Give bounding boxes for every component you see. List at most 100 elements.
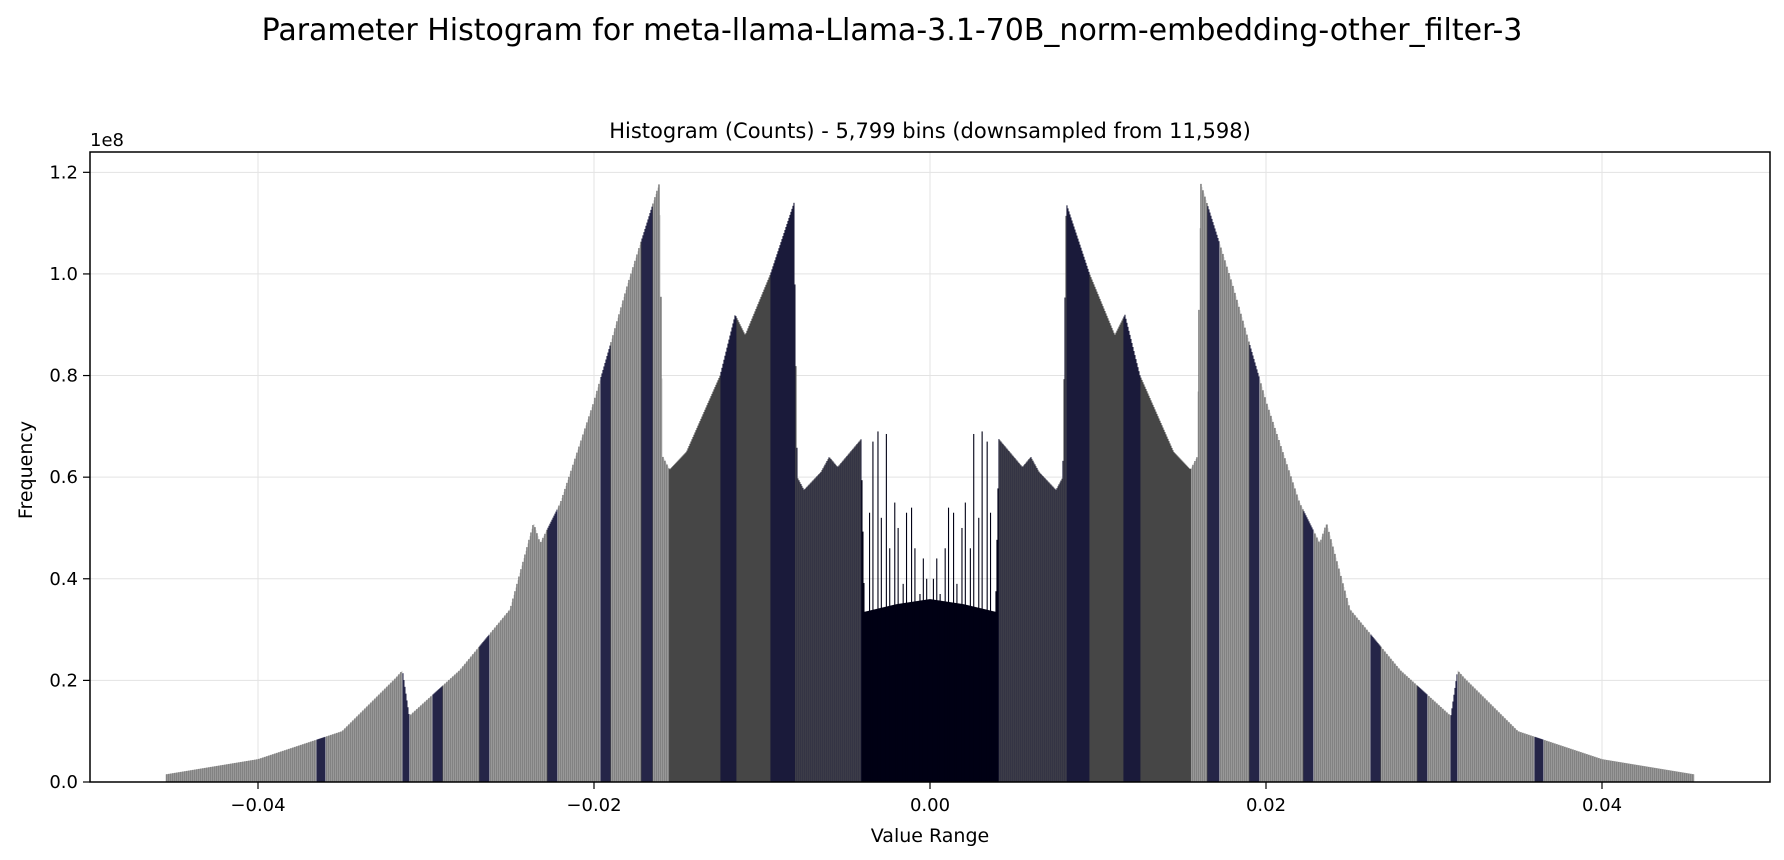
histogram-bar — [590, 410, 592, 782]
histogram-bar — [242, 761, 244, 782]
histogram-bar — [436, 690, 438, 782]
histogram-bar — [632, 267, 634, 783]
histogram-bar — [452, 676, 454, 782]
histogram-bar — [1103, 308, 1105, 782]
histogram-bar — [1306, 517, 1308, 782]
histogram-bar — [1268, 409, 1270, 782]
histogram-bar — [394, 678, 396, 782]
histogram-bar — [944, 548, 946, 782]
histogram-bar — [1265, 400, 1267, 782]
histogram-bar — [1523, 733, 1525, 782]
histogram-bar — [732, 323, 734, 782]
histogram-bar — [1401, 671, 1403, 782]
histogram-bar — [623, 296, 625, 782]
histogram-bar — [591, 407, 593, 782]
histogram-bar — [883, 607, 885, 782]
histogram-bar — [1016, 460, 1018, 782]
histogram-bar — [1090, 277, 1092, 782]
histogram-bar — [552, 517, 554, 782]
histogram-bar — [537, 536, 539, 782]
histogram-bar — [1153, 407, 1155, 782]
histogram-bar — [1549, 741, 1551, 782]
histogram-bar — [179, 772, 181, 782]
histogram-bar — [1677, 771, 1679, 782]
histogram-bar — [441, 686, 443, 782]
histogram-bar — [305, 743, 307, 782]
histogram-bar — [929, 599, 931, 782]
histogram-bar — [980, 608, 982, 782]
histogram-bar — [494, 627, 496, 782]
histogram-bar — [1075, 232, 1077, 782]
histogram-bar — [527, 543, 529, 782]
histogram-bar — [1426, 694, 1428, 782]
histogram-bar — [175, 772, 177, 782]
histogram-bar — [435, 691, 437, 782]
histogram-bar — [862, 531, 864, 782]
histogram-bar — [1433, 700, 1435, 782]
histogram-bar — [581, 437, 583, 782]
histogram-bar — [620, 307, 622, 782]
histogram-bar — [549, 523, 551, 782]
histogram-bar — [844, 458, 846, 782]
histogram-bar — [596, 390, 598, 782]
histogram-bar — [1209, 212, 1211, 783]
histogram-bar — [1109, 323, 1111, 782]
histogram-bar — [1167, 438, 1169, 782]
histogram-bar — [1191, 466, 1193, 782]
histogram-bar — [1651, 767, 1653, 782]
histogram-bar — [1000, 441, 1002, 782]
histogram-bar — [182, 771, 184, 782]
histogram-bar — [1077, 238, 1079, 782]
histogram-bar — [1545, 740, 1547, 782]
histogram-bar — [544, 533, 546, 782]
histogram-bar — [1355, 616, 1357, 782]
histogram-bar — [333, 733, 335, 782]
histogram-bar — [977, 607, 979, 782]
histogram-bar — [187, 770, 189, 782]
histogram-bar — [194, 769, 196, 782]
histogram-bar — [376, 696, 378, 782]
histogram-bar — [450, 678, 452, 782]
histogram-bar — [1450, 715, 1452, 782]
histogram-bar — [1089, 274, 1091, 782]
histogram-bar — [483, 640, 485, 782]
histogram-bar — [1587, 754, 1589, 782]
histogram-bar — [532, 525, 534, 782]
x-tick-label: 0.02 — [1246, 795, 1286, 816]
histogram-bar — [1001, 442, 1003, 782]
histogram-bar — [1122, 318, 1124, 782]
histogram-bar — [1557, 744, 1559, 782]
histogram-bar — [747, 328, 749, 782]
histogram-bar — [362, 710, 364, 782]
histogram-bar — [819, 473, 821, 782]
histogram-bar — [235, 762, 237, 782]
histogram-bar — [1554, 743, 1556, 782]
histogram-bar — [1474, 688, 1476, 782]
histogram-bar — [958, 603, 960, 782]
histogram-bar — [469, 657, 471, 782]
histogram-bar — [1636, 764, 1638, 782]
histogram-bar — [172, 773, 174, 782]
histogram-bar — [220, 765, 222, 782]
histogram-bar — [1015, 459, 1017, 782]
histogram-bar — [1496, 710, 1498, 782]
histogram-bar — [165, 774, 167, 782]
histogram-bar — [930, 599, 932, 782]
y-tick-label: 1.0 — [49, 264, 78, 285]
histogram-bar — [1229, 276, 1231, 782]
histogram-bar — [1563, 746, 1565, 782]
histogram-bar — [253, 759, 255, 782]
histogram-bar — [738, 322, 740, 782]
histogram-bar — [979, 608, 981, 782]
histogram-bar — [1002, 443, 1004, 782]
histogram-bar — [257, 759, 259, 782]
histogram-bar — [1598, 758, 1600, 782]
x-axis-label: Value Range — [871, 825, 989, 847]
histogram-bar — [325, 736, 327, 782]
histogram-bar — [946, 601, 948, 782]
histogram-bar — [258, 758, 260, 782]
histogram-bar — [1203, 193, 1205, 782]
histogram-bar — [708, 400, 710, 782]
histogram-bar — [826, 460, 828, 782]
histogram-bar — [571, 467, 573, 782]
